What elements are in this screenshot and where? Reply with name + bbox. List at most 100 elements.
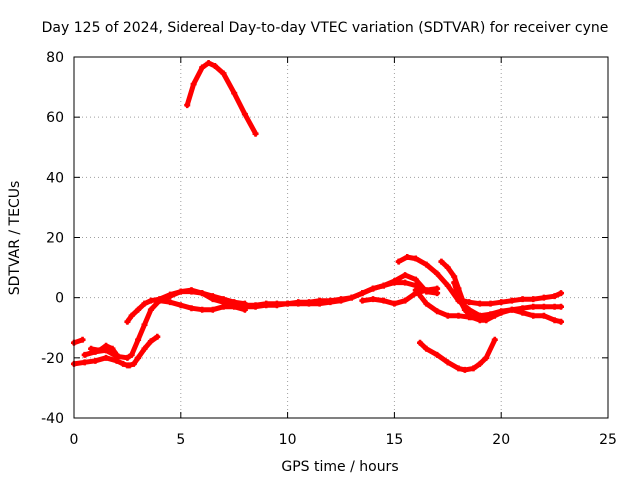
data-point bbox=[444, 359, 451, 366]
x-tick-label: 5 bbox=[176, 432, 185, 448]
data-point bbox=[483, 354, 490, 361]
data-point bbox=[154, 333, 161, 340]
data-point bbox=[295, 300, 302, 307]
data-point bbox=[141, 321, 148, 328]
data-point bbox=[316, 300, 323, 307]
y-axis-label: SDTVAR / TECUs bbox=[7, 181, 23, 296]
data-point bbox=[519, 296, 526, 303]
x-tick-label: 10 bbox=[279, 432, 297, 448]
data-point bbox=[402, 297, 409, 304]
data-point bbox=[551, 293, 558, 300]
data-point bbox=[96, 347, 103, 354]
data-point bbox=[209, 293, 216, 300]
data-point bbox=[391, 278, 398, 285]
data-point bbox=[167, 291, 174, 298]
data-point bbox=[252, 130, 259, 137]
data-point bbox=[370, 285, 377, 292]
data-point bbox=[498, 299, 505, 306]
data-point bbox=[558, 303, 565, 310]
data-point bbox=[92, 357, 99, 364]
data-point bbox=[551, 303, 558, 310]
data-point bbox=[508, 297, 515, 304]
data-point bbox=[199, 290, 206, 297]
data-point bbox=[395, 258, 402, 265]
data-point bbox=[338, 297, 344, 304]
data-point bbox=[434, 308, 441, 315]
data-point bbox=[434, 270, 441, 277]
data-point bbox=[455, 365, 462, 372]
data-point bbox=[177, 302, 184, 309]
data-point bbox=[444, 282, 451, 289]
data-point bbox=[252, 303, 259, 310]
series-line-arc-10 bbox=[396, 254, 489, 320]
data-point bbox=[423, 287, 430, 294]
x-tick-label: 0 bbox=[70, 432, 79, 448]
data-point bbox=[126, 362, 133, 369]
data-point bbox=[205, 60, 212, 67]
data-point bbox=[476, 300, 483, 307]
data-point bbox=[551, 317, 558, 324]
data-point bbox=[444, 312, 451, 319]
data-point bbox=[498, 309, 505, 316]
data-point bbox=[391, 300, 398, 307]
data-point bbox=[476, 317, 483, 324]
data-point bbox=[483, 317, 490, 324]
data-point bbox=[491, 312, 498, 319]
data-point bbox=[558, 318, 565, 325]
data-point bbox=[263, 302, 270, 309]
data-point bbox=[199, 306, 206, 313]
data-point bbox=[487, 300, 494, 307]
data-point bbox=[412, 255, 419, 262]
data-point bbox=[491, 336, 498, 343]
data-point bbox=[220, 296, 227, 303]
data-point bbox=[359, 290, 366, 297]
data-point bbox=[135, 336, 142, 343]
data-point bbox=[417, 339, 424, 346]
data-point bbox=[404, 254, 411, 261]
data-point bbox=[135, 354, 142, 361]
data-point bbox=[167, 299, 174, 306]
grid bbox=[74, 57, 608, 418]
data-point bbox=[530, 312, 537, 319]
data-point bbox=[423, 261, 430, 268]
y-tick-label: 20 bbox=[46, 231, 64, 247]
data-point bbox=[284, 300, 291, 307]
x-tick-label: 20 bbox=[492, 432, 510, 448]
data-point bbox=[128, 312, 135, 319]
y-tick-label: -40 bbox=[41, 411, 64, 427]
data-point bbox=[103, 354, 110, 361]
data-point bbox=[438, 258, 445, 265]
data-point bbox=[451, 273, 458, 280]
data-point bbox=[558, 290, 565, 297]
data-point bbox=[156, 297, 163, 304]
data-point bbox=[540, 303, 547, 310]
data-point bbox=[476, 360, 483, 367]
data-point bbox=[327, 299, 334, 306]
data-point bbox=[461, 366, 468, 373]
data-point bbox=[540, 312, 547, 319]
data-point bbox=[231, 90, 238, 97]
data-point bbox=[141, 300, 148, 307]
data-point bbox=[184, 102, 191, 109]
data-point bbox=[130, 360, 137, 367]
data-point bbox=[434, 285, 441, 292]
y-tick-label: 40 bbox=[46, 170, 64, 186]
x-tick-label: 15 bbox=[385, 432, 403, 448]
y-tick-label: 80 bbox=[46, 50, 64, 66]
plot-frame bbox=[73, 56, 609, 419]
data-point bbox=[109, 345, 116, 352]
data-point bbox=[147, 306, 154, 313]
data-point bbox=[231, 303, 238, 310]
data-point bbox=[412, 276, 419, 283]
data-point bbox=[128, 351, 135, 358]
data-point bbox=[461, 306, 468, 313]
data-point bbox=[380, 297, 387, 304]
data-point bbox=[530, 303, 537, 310]
data-point bbox=[455, 294, 462, 301]
data-point bbox=[79, 336, 86, 343]
data-point bbox=[241, 303, 248, 310]
data-point bbox=[305, 300, 312, 307]
data-point bbox=[103, 342, 110, 349]
data-point bbox=[113, 351, 120, 358]
